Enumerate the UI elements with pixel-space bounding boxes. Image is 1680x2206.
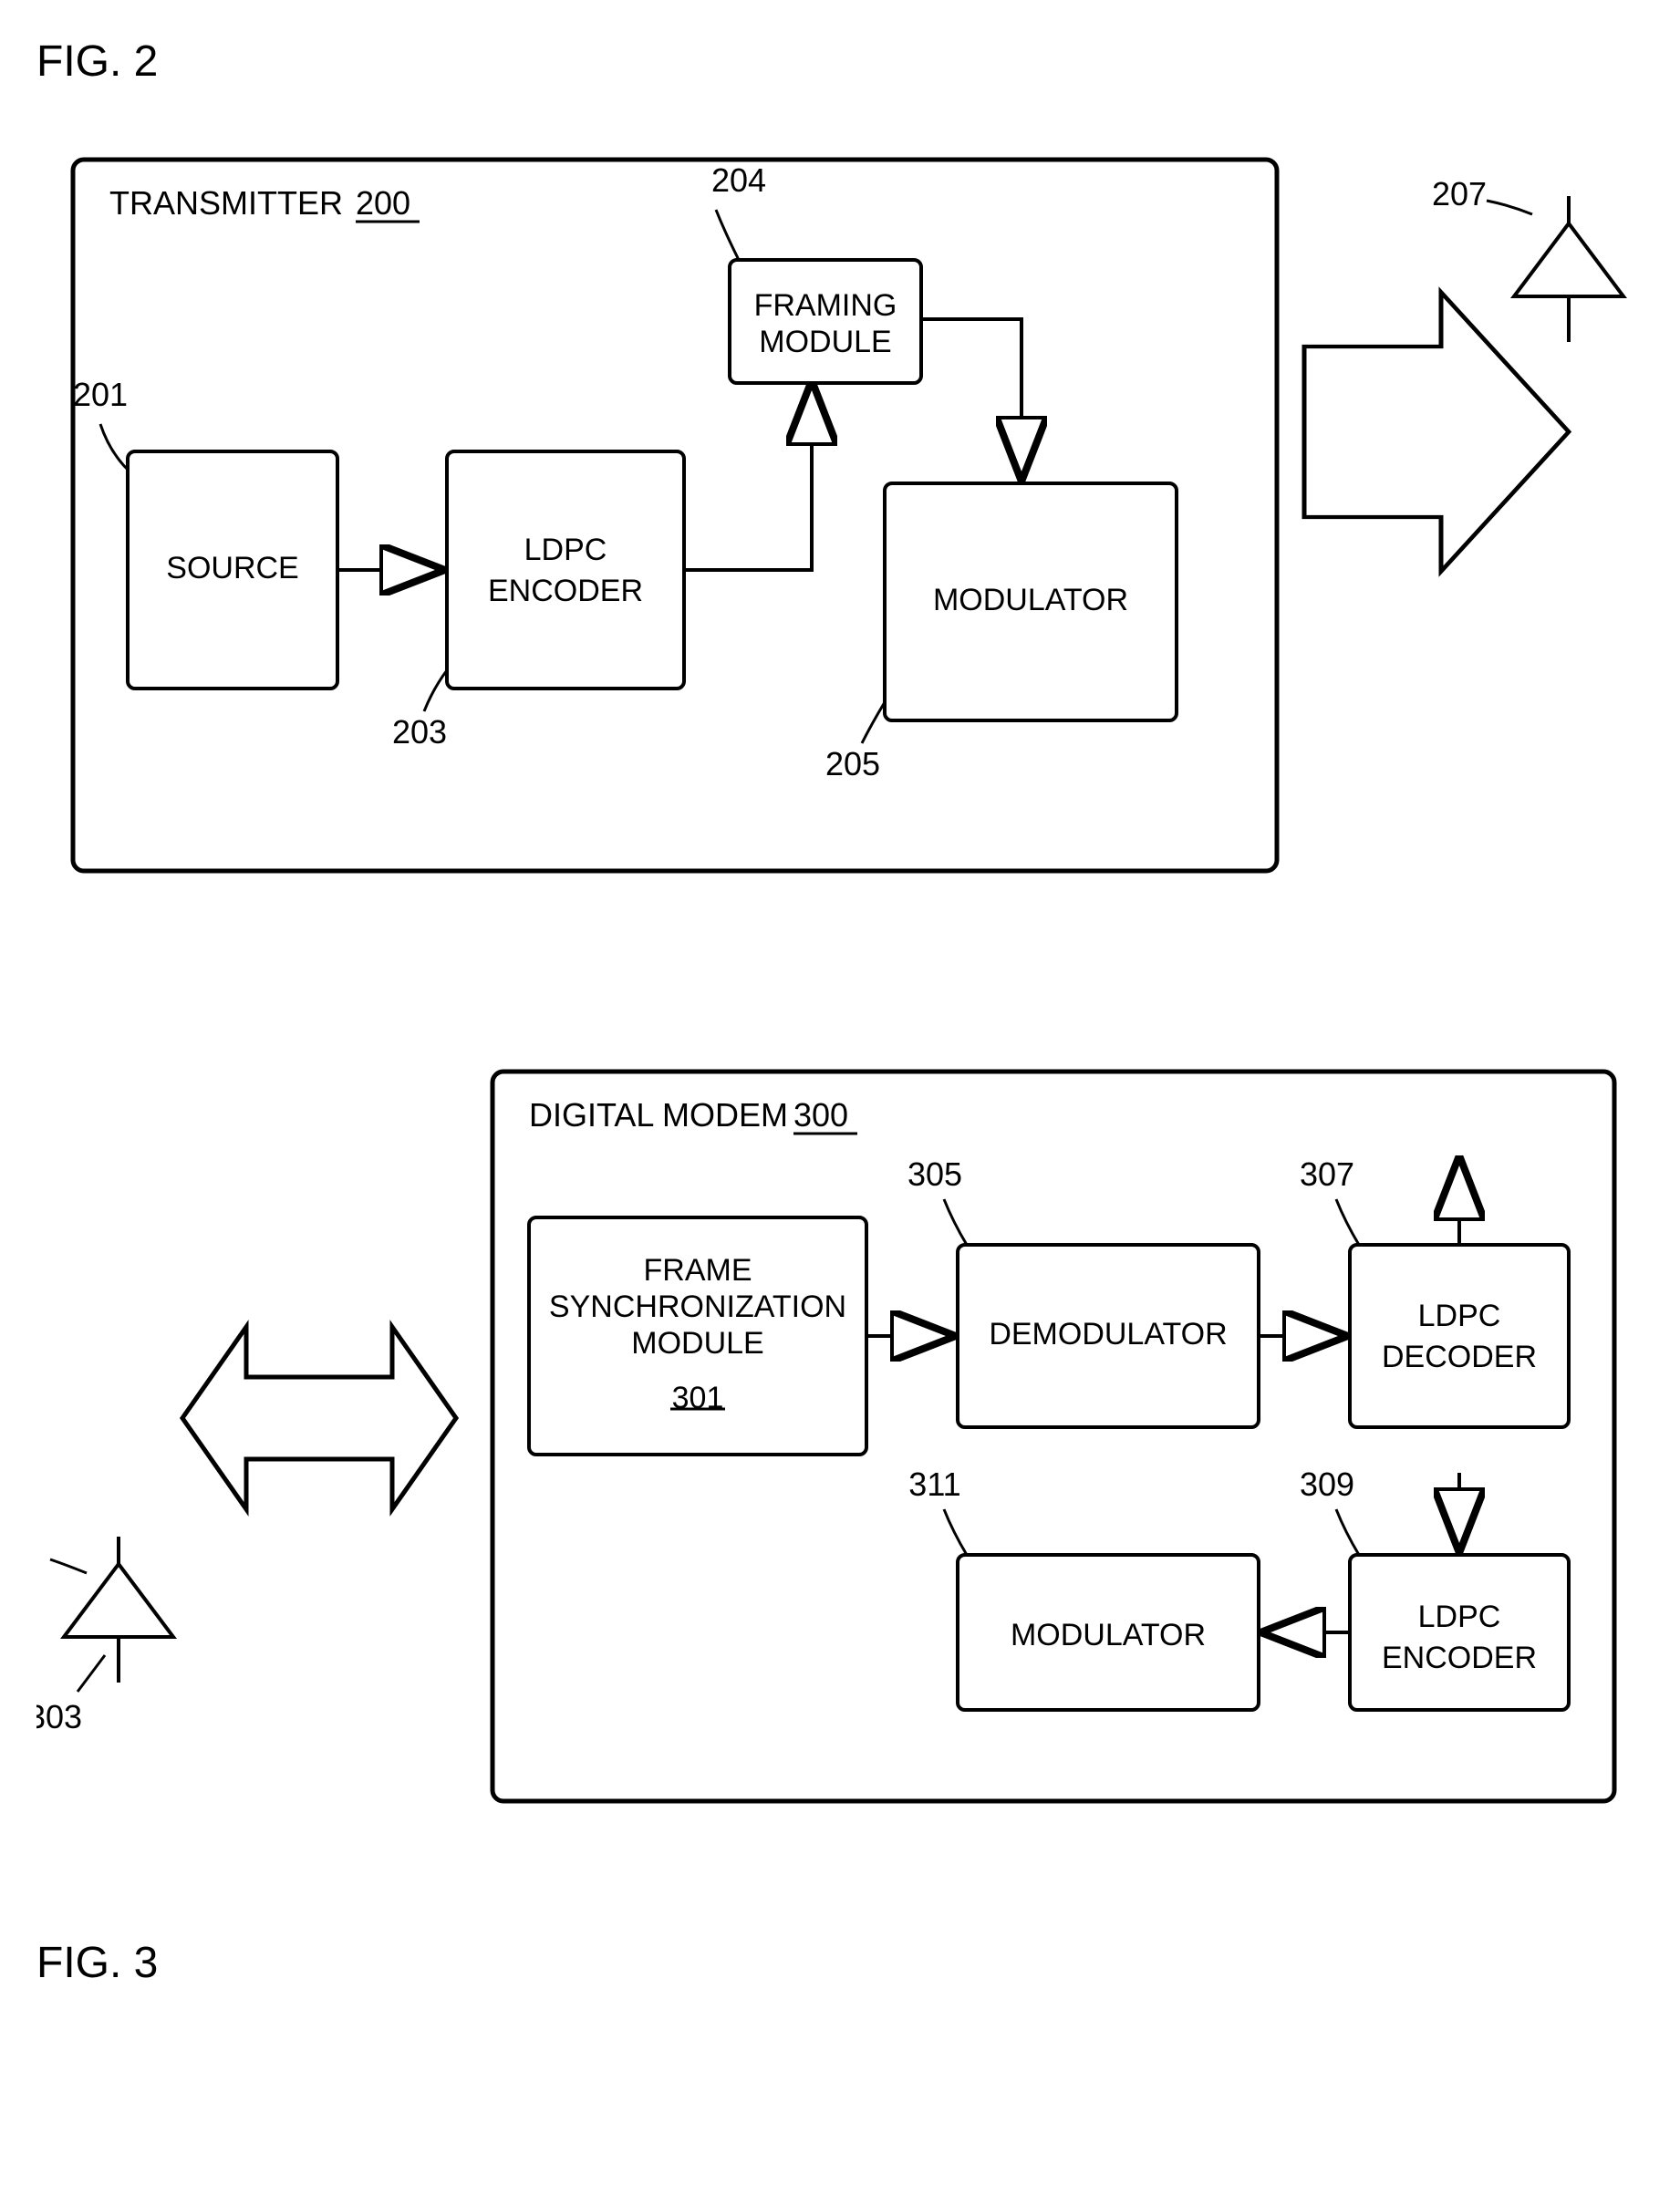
fs-l2: SYNCHRONIZATION	[549, 1289, 846, 1324]
fig3-label: FIG. 3	[36, 1938, 1644, 1988]
antenna-ref: 207	[1432, 175, 1487, 212]
ldpc-encoder-box	[447, 451, 684, 689]
dec-ref: 307	[1300, 1155, 1354, 1193]
enc3-ref: 309	[1300, 1465, 1354, 1503]
fs-l3: MODULE	[631, 1326, 763, 1361]
framing-ref: 204	[711, 161, 766, 199]
big-arrow-out	[1304, 293, 1569, 572]
fig3-title: DIGITAL MODEM	[529, 1096, 788, 1134]
demod-label: DEMODULATOR	[989, 1317, 1227, 1352]
modulator-label: MODULATOR	[933, 583, 1128, 617]
fig3-title-ref: 300	[793, 1096, 848, 1134]
antenna-rx-leader2	[78, 1655, 105, 1692]
source-ref: 201	[73, 376, 128, 413]
ldpc-enc-ref: 203	[392, 713, 447, 751]
mod3-label: MODULATOR	[1011, 1618, 1206, 1652]
ldpc-enc-l1: LDPC	[524, 533, 607, 567]
modulator-ref: 205	[825, 745, 880, 782]
antenna-rx-leader	[50, 1559, 87, 1573]
figure-3: 303 DIGITAL MODEM 300 FRAME SYNCHRONIZAT…	[36, 1017, 1644, 1988]
fig3-svg: 303 DIGITAL MODEM 300 FRAME SYNCHRONIZAT…	[36, 1017, 1642, 1929]
dec-l2: DECODER	[1382, 1340, 1537, 1374]
antenna-rx-ref: 303	[36, 1698, 82, 1735]
fig2-title: TRANSMITTER	[109, 184, 343, 222]
demod-ref: 305	[907, 1155, 962, 1193]
source-label: SOURCE	[166, 551, 298, 585]
dec-l1: LDPC	[1418, 1299, 1501, 1333]
ldpc-dec-box	[1350, 1245, 1569, 1427]
fig2-svg: TRANSMITTER 200 SOURCE 201 LDPC ENCODER …	[36, 105, 1642, 926]
enc3-l1: LDPC	[1418, 1600, 1501, 1634]
antenna	[1514, 196, 1623, 342]
antenna-leader	[1487, 201, 1532, 214]
figure-2: FIG. 2 TRANSMITTER 200 SOURCE 201 LDPC E…	[36, 36, 1644, 926]
enc3-l2: ENCODER	[1382, 1641, 1537, 1675]
fs-l1: FRAME	[644, 1253, 752, 1288]
fig2-label: FIG. 2	[36, 36, 1644, 87]
mod3-ref: 311	[908, 1465, 960, 1503]
ldpc-enc-l2: ENCODER	[488, 574, 643, 608]
framing-l2: MODULE	[759, 325, 891, 359]
fig2-title-ref: 200	[356, 184, 410, 222]
framing-l1: FRAMING	[754, 288, 897, 323]
big-double-arrow	[182, 1327, 456, 1509]
antenna-rx	[64, 1537, 173, 1683]
